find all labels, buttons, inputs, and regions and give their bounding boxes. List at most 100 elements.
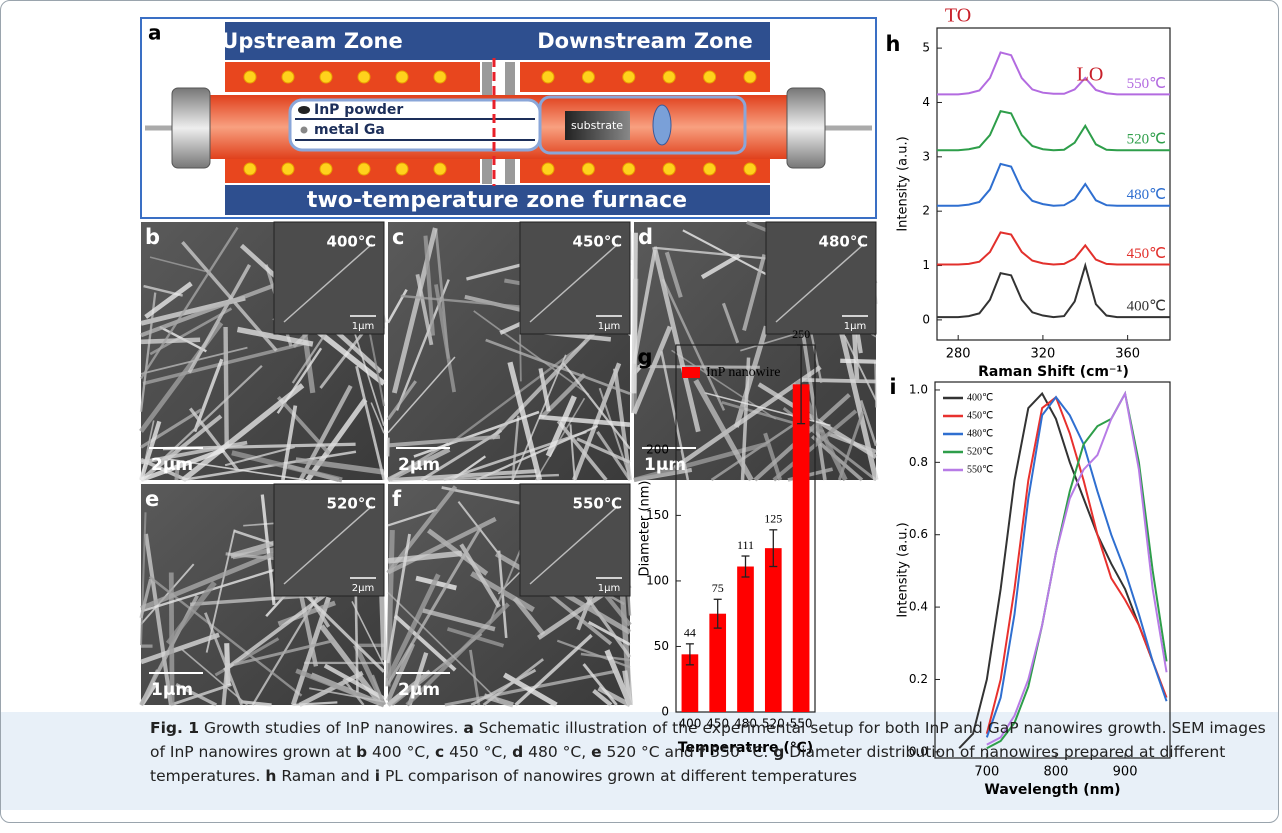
annotation: TO — [945, 5, 971, 27]
panel-letter: d — [638, 225, 653, 249]
caption-background — [1, 712, 1278, 810]
nanowire — [165, 580, 217, 646]
heater-dot — [281, 162, 295, 176]
nanowire — [144, 281, 193, 319]
panel-letter: c — [392, 225, 404, 249]
panel-a: a Upstream Zone Downstream Zone InP powd… — [140, 17, 877, 219]
panel-letter: e — [145, 487, 159, 511]
data-label: 75 — [712, 581, 724, 595]
nanowire — [140, 226, 239, 380]
scale-label: 1μm — [151, 680, 193, 700]
nanowire — [576, 437, 631, 464]
nanowire — [556, 639, 631, 669]
nanowire — [598, 387, 631, 479]
data-label: 111 — [737, 538, 754, 552]
nanowire — [608, 658, 633, 706]
nanowire — [387, 592, 500, 702]
series-line — [937, 261, 1170, 319]
y-tick-label: 1 — [922, 258, 930, 272]
data-label: 125 — [764, 512, 782, 526]
legend-label: 450℃ — [967, 410, 993, 421]
nanowire — [859, 399, 878, 447]
nanowire — [434, 284, 457, 393]
nanowire — [545, 395, 577, 458]
y-axis-label: Diameter (nm) — [638, 481, 653, 577]
heater-dot — [703, 70, 717, 84]
x-tick-label: 550 — [790, 717, 813, 731]
plug — [652, 104, 672, 146]
y-axis-label: Intensity (a.u.) — [896, 136, 911, 231]
nanowire — [693, 378, 754, 482]
caption-run: a — [463, 719, 474, 737]
end-cap — [171, 87, 211, 169]
nanowire — [545, 590, 613, 646]
zone-label: Upstream Zone — [221, 29, 402, 53]
nanowire — [664, 251, 683, 298]
y-tick-label: 200 — [646, 442, 669, 456]
nanowire — [840, 358, 877, 364]
nanowire — [538, 414, 631, 427]
nanowire — [140, 346, 248, 375]
end-cap — [786, 87, 826, 169]
source-label: metal Ga — [314, 122, 385, 138]
nanowire — [387, 550, 463, 564]
y-tick-label: 150 — [646, 508, 669, 522]
nanowire — [370, 402, 385, 434]
y-tick-label: 0.8 — [909, 455, 928, 469]
heater-dot — [662, 162, 676, 176]
caption-run: Schematic illustration of the experiment… — [150, 719, 1266, 761]
panel-letter: f — [392, 487, 402, 511]
y-tick-label: 0.4 — [909, 600, 928, 614]
x-tick-label: 280 — [946, 347, 971, 362]
nanowire — [721, 302, 740, 344]
nanowire — [538, 368, 551, 412]
y-axis-label: Intensity (a.u.) — [896, 522, 911, 617]
series-line — [986, 390, 1168, 746]
nanowire — [236, 326, 314, 347]
source-label: InP powder — [314, 102, 403, 118]
series-line — [986, 390, 1168, 750]
caption: Fig. 1 Growth studies of InP nanowires. … — [150, 716, 1272, 788]
caption-run: 480 °C, — [523, 743, 592, 761]
caption-run: e — [591, 743, 602, 761]
heater-dot — [662, 70, 676, 84]
y-tick-label: 0.0 — [909, 744, 928, 758]
nanowire — [140, 563, 195, 625]
heater-dot — [243, 70, 257, 84]
nanowire — [633, 470, 680, 482]
x-axis-label: Temperature (℃) — [678, 740, 813, 756]
caption-run: PL comparison of nanowires grown at diff… — [380, 767, 857, 785]
bar — [792, 384, 810, 712]
nanowire — [502, 672, 558, 708]
nanowire — [295, 457, 385, 475]
x-tick-label: 400 — [678, 717, 701, 731]
nanowire — [801, 377, 877, 384]
nanowire — [143, 533, 173, 706]
nanowire — [631, 325, 673, 415]
panel-letter: b — [145, 225, 160, 249]
nanowire — [305, 398, 368, 482]
y-tick-label: 1.0 — [909, 382, 928, 396]
caption-run: i — [374, 767, 381, 785]
nanowire — [139, 512, 147, 646]
nanowire — [733, 325, 769, 428]
inset-scale-label: 1μm — [352, 321, 374, 332]
heater-dot — [395, 162, 409, 176]
inset-scale-label: 2μm — [352, 583, 374, 594]
inset-scale-label: 1μm — [598, 583, 620, 594]
series-line — [937, 231, 1170, 266]
inset-wire — [775, 243, 865, 323]
nanowire — [387, 356, 456, 434]
caption-run: 450 °C, — [444, 743, 513, 761]
nanowire — [260, 494, 276, 606]
nanowire — [298, 670, 364, 708]
nanowire — [221, 663, 230, 706]
nanowire — [874, 361, 877, 408]
nanowire — [385, 573, 441, 680]
legend-label: 550℃ — [967, 464, 993, 475]
furnace-band — [225, 185, 770, 215]
nanowire — [569, 424, 576, 481]
nanowire — [473, 310, 590, 396]
nanowire-texture — [631, 220, 879, 483]
